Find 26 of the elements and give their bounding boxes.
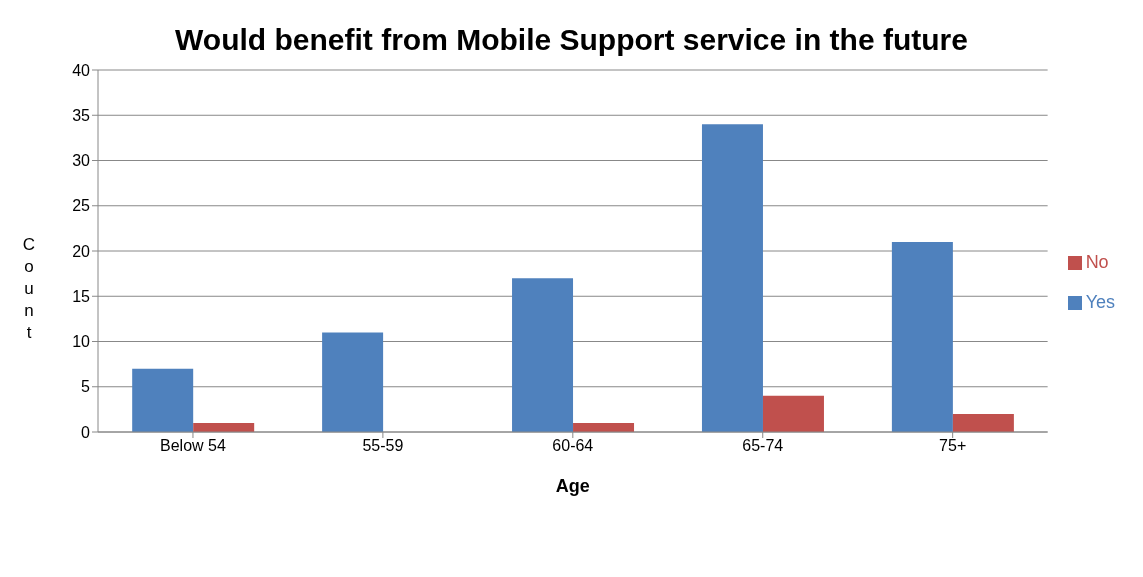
x-tick-label: 65-74 [742, 437, 784, 455]
x-tick-label: 60-64 [552, 437, 594, 455]
x-tick-label: 75+ [939, 437, 967, 455]
bar [132, 368, 194, 432]
bar [952, 413, 1014, 432]
y-tick-label: 10 [72, 333, 91, 351]
y-tick-label: 30 [72, 152, 91, 170]
bar [762, 395, 824, 432]
bar [512, 278, 574, 432]
bar [701, 124, 763, 432]
legend-label: Yes [1085, 292, 1115, 312]
y-tick-label: 0 [81, 423, 91, 441]
x-tick-label: 55-59 [362, 437, 404, 455]
y-tick-label: 15 [72, 287, 91, 305]
x-tick-label: Below 54 [160, 437, 226, 455]
bar [322, 332, 384, 432]
y-tick-label: 40 [72, 61, 91, 79]
y-tick-label: 20 [72, 242, 91, 260]
y-axis-title: Count [22, 234, 36, 344]
y-tick-label: 35 [72, 106, 91, 124]
bar [891, 241, 953, 432]
legend-label: No [1085, 252, 1109, 272]
chart-title: Would benefit from Mobile Support service in the future [174, 22, 969, 58]
y-tick-label: 5 [81, 378, 91, 396]
y-tick-label: 25 [72, 197, 91, 215]
x-axis-title: Age [555, 476, 590, 496]
